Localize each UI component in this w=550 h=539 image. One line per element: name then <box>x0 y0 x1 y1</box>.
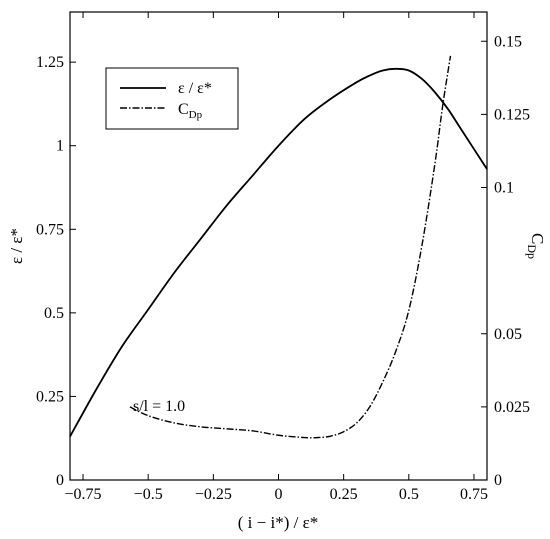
y-right-tick-label: 0.05 <box>494 326 522 343</box>
x-tick-label: 0.5 <box>399 486 419 503</box>
plot-frame <box>69 11 488 481</box>
annotation-sl: s/l = 1.0 <box>133 398 185 415</box>
x-tick-label: −0.75 <box>65 486 102 503</box>
y-left-tick-label: 0.25 <box>36 388 64 405</box>
y-right-axis-label: CDp <box>525 233 547 259</box>
y-left-axis-label: ε / ε* <box>7 228 26 264</box>
x-axis-label: ( i − i*) / ε* <box>238 513 318 532</box>
x-tick-label: 0.25 <box>330 486 358 503</box>
y-right-tick-label: 0.125 <box>494 106 530 123</box>
y-right-tick-label: 0 <box>494 472 502 489</box>
x-tick-label: 0 <box>275 486 283 503</box>
legend: ε / ε* CDp <box>105 67 239 130</box>
y-left-tick-label: 0.75 <box>36 221 64 238</box>
plot-layer: −0.75 −0.5 −0.25 0 0.25 0.5 0.75 0 0.25 0.5 0.75 1 1… <box>36 12 530 503</box>
y-left-tick-label: 0.5 <box>44 305 64 322</box>
x-tick-label: −0.25 <box>195 486 232 503</box>
x-tick-label: 0.75 <box>460 486 488 503</box>
y-right-tick-label: 0.15 <box>494 33 522 50</box>
x-tick-label: −0.5 <box>134 486 163 503</box>
y-right-tick-label: 0.025 <box>494 399 530 416</box>
legend-label-epsilon: ε / ε* <box>178 80 212 97</box>
y-left-tick-label: 0 <box>56 472 64 489</box>
y-left-tick-label: 1.25 <box>36 54 64 71</box>
series-line-cdp <box>129 55 452 439</box>
y-left-tick-label: 1 <box>56 138 64 155</box>
legend-box <box>105 67 239 130</box>
series-line-epsilon <box>69 67 488 437</box>
y-right-tick-label: 0.1 <box>494 180 514 197</box>
